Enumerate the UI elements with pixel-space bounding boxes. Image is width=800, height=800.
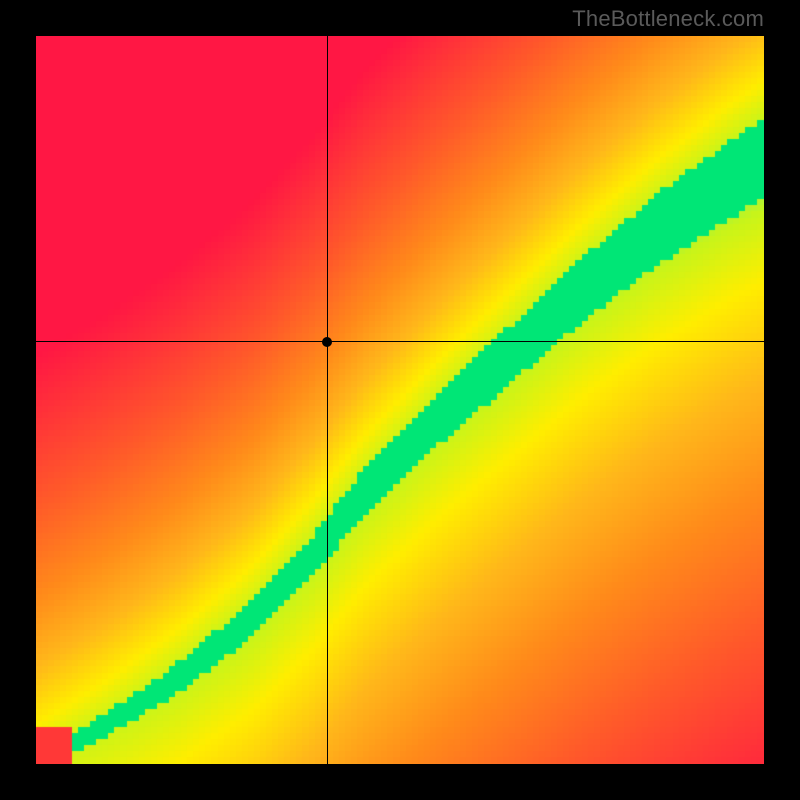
crosshair-horizontal (36, 341, 764, 342)
crosshair-marker (322, 337, 332, 347)
watermark-text: TheBottleneck.com (572, 6, 764, 32)
crosshair-vertical (327, 36, 328, 764)
heatmap-plot (36, 36, 764, 764)
chart-frame: TheBottleneck.com (0, 0, 800, 800)
heatmap-canvas (36, 36, 764, 764)
